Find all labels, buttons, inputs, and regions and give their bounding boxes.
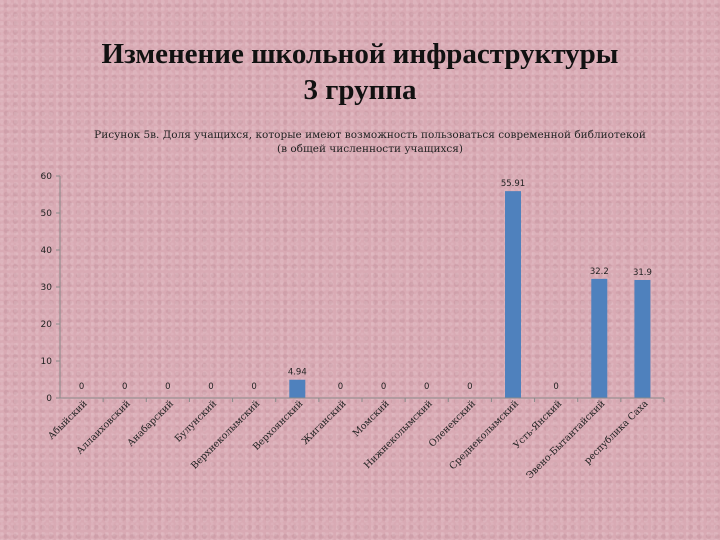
category-label: Жиганский [300,398,349,447]
data-labels: 0 0 0 0 0 4.94 0 0 0 0 55.91 0 32.2 31.9 [79,179,652,392]
data-label: 0 [553,382,558,392]
y-tick-label: 0 [46,394,52,404]
y-tick-label: 20 [41,320,53,330]
bar [505,191,521,398]
category-label: Анабарский [125,398,176,449]
title-line-1: Изменение школьной инфраструктуры [101,38,619,70]
chart-caption: Рисунок 5в. Доля учащихся, которые имеют… [60,128,680,156]
caption-line-1: Рисунок 5в. Доля учащихся, которые имеют… [94,129,646,141]
x-axis: АбыйскийАллаиховскийАнабарскийБулунскийВ… [46,397,665,481]
y-axis: 0 10 20 30 40 50 60 [41,172,61,404]
y-tick-label: 10 [41,357,53,367]
data-label: 0 [338,382,343,392]
data-label: 55.91 [501,179,525,189]
bar [591,278,608,398]
data-label: 0 [424,382,429,392]
data-label: 0 [381,382,386,392]
y-tick-label: 40 [41,246,53,256]
bar [634,279,651,398]
y-tick-label: 50 [41,209,53,219]
bars [289,191,651,398]
data-label: 0 [467,382,472,392]
data-label: 0 [208,382,213,392]
category-label: Момский [351,398,392,439]
data-label: 32.2 [590,267,609,277]
data-label: 0 [79,382,84,392]
page-title: Изменение школьной инфраструктуры 3 груп… [0,36,720,108]
category-label: Абыйский [46,398,90,442]
data-label: 0 [122,382,127,392]
y-tick-label: 30 [41,283,53,293]
y-tick-label: 60 [41,172,53,182]
category-label: Эвено-Бытантайский [524,398,607,481]
data-label: 31.9 [633,268,652,278]
data-label: 0 [165,382,170,392]
data-label: 0 [251,382,256,392]
title-line-2: 3 группа [303,74,417,106]
bar [289,379,306,398]
data-label: 4.94 [288,368,307,378]
category-label: Булунский [173,398,219,444]
caption-line-2: (в общей численности учащихся) [276,143,463,155]
